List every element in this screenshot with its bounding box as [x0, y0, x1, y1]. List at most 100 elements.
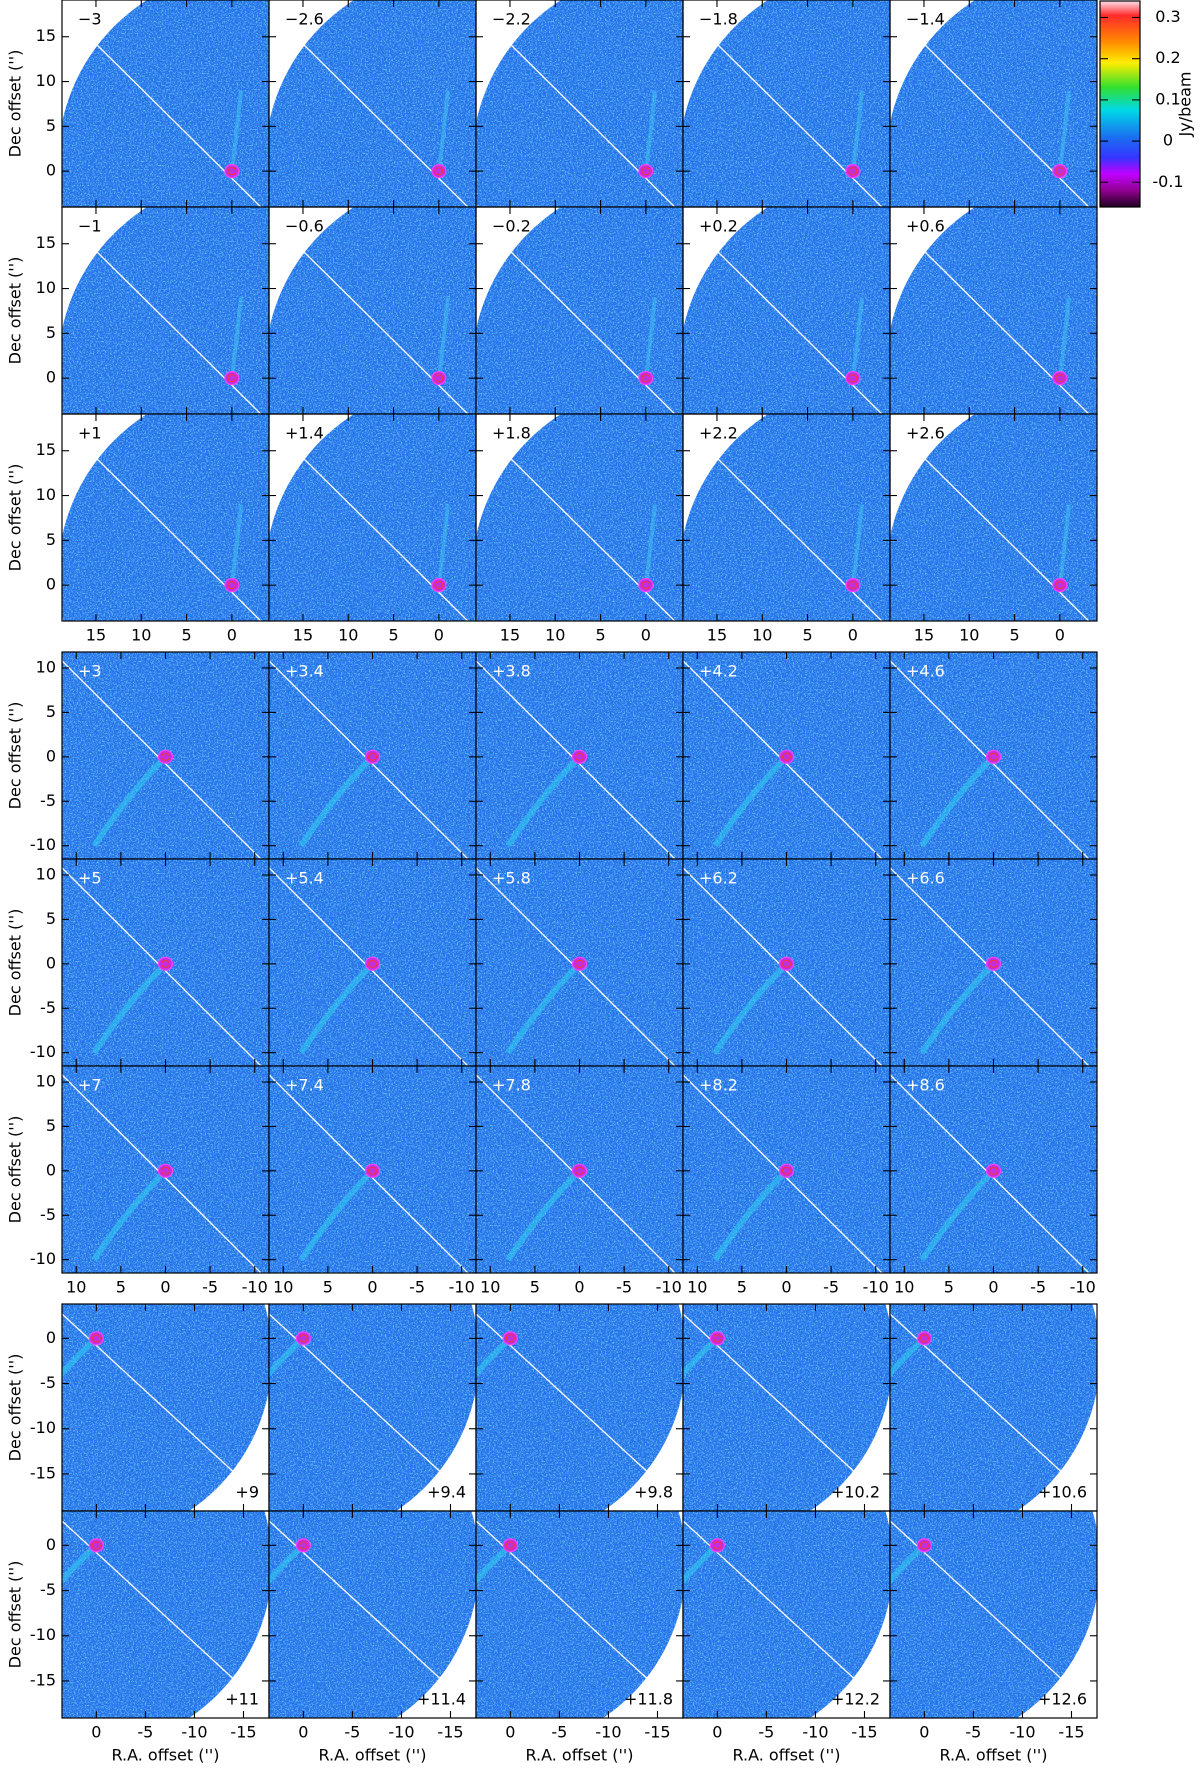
source-contour	[298, 1541, 308, 1550]
cut-line	[269, 216, 469, 414]
velocity-label: −1.8	[699, 10, 738, 29]
velocity-label: −2.2	[492, 10, 531, 29]
x-tick-label: 0	[91, 1723, 101, 1742]
cut-line	[62, 9, 262, 207]
source-contour	[1055, 167, 1065, 176]
source-contour	[782, 752, 791, 761]
cut-line	[476, 660, 676, 859]
y-tick-label: -5	[40, 1580, 56, 1599]
y-tick-label: -10	[30, 1042, 56, 1061]
velocity-label: +1	[78, 424, 102, 443]
x-tick-label: 5	[388, 626, 398, 645]
y-tick-label: 10	[36, 485, 56, 504]
x-tick-label: -5	[823, 1278, 839, 1297]
source-contour	[364, 1163, 381, 1178]
panel-group: -15 -10 -5 0 +9 Dec offset ('') +9.4 +9.8 +10.2 +…	[6, 1303, 1098, 1765]
y-tick-label: 0	[46, 1160, 56, 1179]
cut-line	[476, 1313, 683, 1506]
cut-line	[890, 867, 1090, 1066]
source-contour	[848, 167, 858, 176]
velocity-label: +9.4	[427, 1483, 466, 1502]
y-tick-label: -10	[30, 1418, 56, 1437]
velocity-label: +6.6	[906, 869, 945, 888]
emission-filament	[919, 754, 996, 848]
y-tick-label: 5	[46, 702, 56, 721]
y-tick-label: -5	[40, 998, 56, 1017]
source-contour	[571, 956, 588, 971]
x-tick-label: 0	[505, 1723, 515, 1742]
velocity-label: +9	[235, 1483, 259, 1502]
x-tick-label: -10	[802, 1723, 828, 1742]
emission-filament	[436, 504, 450, 586]
channel-panel: 10 5 0 -5 -10 +7.4	[268, 1065, 477, 1297]
emission-filament	[269, 1543, 306, 1638]
source-contour	[709, 1331, 725, 1346]
y-axis-title: Dec offset ('')	[6, 909, 25, 1017]
x-tick-label: 0	[848, 626, 858, 645]
x-tick-label: -10	[242, 1278, 268, 1297]
x-tick-label: 0	[1055, 626, 1065, 645]
y-tick-label: -10	[30, 1249, 56, 1268]
source-contour	[368, 1166, 377, 1175]
velocity-label: +12.6	[1038, 1690, 1087, 1709]
y-axis-title: Dec offset ('')	[6, 1354, 25, 1462]
source-contour	[88, 1331, 104, 1346]
source-contour	[916, 1331, 932, 1346]
source-contour	[224, 371, 240, 386]
velocity-label: +7.8	[492, 1076, 531, 1095]
cut-line	[269, 423, 469, 621]
cut-line	[476, 9, 676, 207]
source-contour	[161, 752, 170, 761]
panel-frame	[889, 413, 1098, 622]
channel-panel: +4.6	[889, 651, 1098, 860]
emission-filament	[476, 1336, 513, 1431]
source-contour	[224, 578, 240, 593]
source-contour	[161, 1166, 170, 1175]
y-tick-label: 0	[46, 746, 56, 765]
emission-filament	[476, 1543, 513, 1638]
panel-group: 0 5 10 15 −3 Dec offset ('') −2.6 −2.2 −1.8 −1.4 0…	[6, 0, 1098, 645]
emission-filament	[436, 90, 450, 172]
x-tick-label: 10	[338, 626, 358, 645]
emission-filament	[712, 754, 789, 848]
velocity-label: +1.4	[285, 424, 324, 443]
cut-line	[890, 423, 1090, 621]
source-contour	[916, 1538, 932, 1553]
channel-panel: −1.8	[682, 0, 891, 208]
channel-panel: +4.2	[682, 651, 891, 860]
x-tick-label: 0	[434, 626, 444, 645]
x-tick-label: 15	[707, 626, 727, 645]
velocity-label: +10.6	[1038, 1483, 1087, 1502]
channel-panel: +3.8	[475, 651, 684, 860]
x-tick-label: -10	[595, 1723, 621, 1742]
y-tick-label: 5	[46, 909, 56, 928]
emission-filament	[298, 1168, 375, 1262]
emission-filament	[850, 297, 864, 379]
colorbar-tick-label: -0.1	[1152, 172, 1183, 191]
x-tick-label: 0	[298, 1723, 308, 1742]
velocity-label: +6.2	[699, 869, 738, 888]
y-tick-label: 15	[36, 233, 56, 252]
velocity-label: +8.2	[699, 1076, 738, 1095]
cut-line	[683, 423, 883, 621]
emission-filament	[1057, 504, 1071, 586]
emission-filament	[712, 961, 789, 1055]
emission-filament	[269, 1336, 306, 1431]
x-tick-label: 0	[641, 626, 651, 645]
velocity-label: +0.2	[699, 217, 738, 236]
y-tick-label: 0	[46, 161, 56, 180]
panel-frame	[889, 1510, 1098, 1719]
x-tick-label: 15	[86, 626, 106, 645]
velocity-label: −0.6	[285, 217, 324, 236]
y-tick-label: -10	[30, 835, 56, 854]
x-tick-label: 0	[367, 1278, 377, 1297]
velocity-label: +3.4	[285, 662, 324, 681]
emission-filament	[91, 754, 168, 848]
channel-panel: +6.2	[682, 858, 891, 1067]
x-tick-label: -5	[137, 1723, 153, 1742]
source-contour	[778, 749, 795, 764]
source-contour	[227, 374, 237, 383]
channel-panel: -10 -5 0 5 10 +3 Dec offset ('')	[6, 651, 270, 860]
source-contour	[505, 1541, 515, 1550]
x-tick-label: -5	[409, 1278, 425, 1297]
